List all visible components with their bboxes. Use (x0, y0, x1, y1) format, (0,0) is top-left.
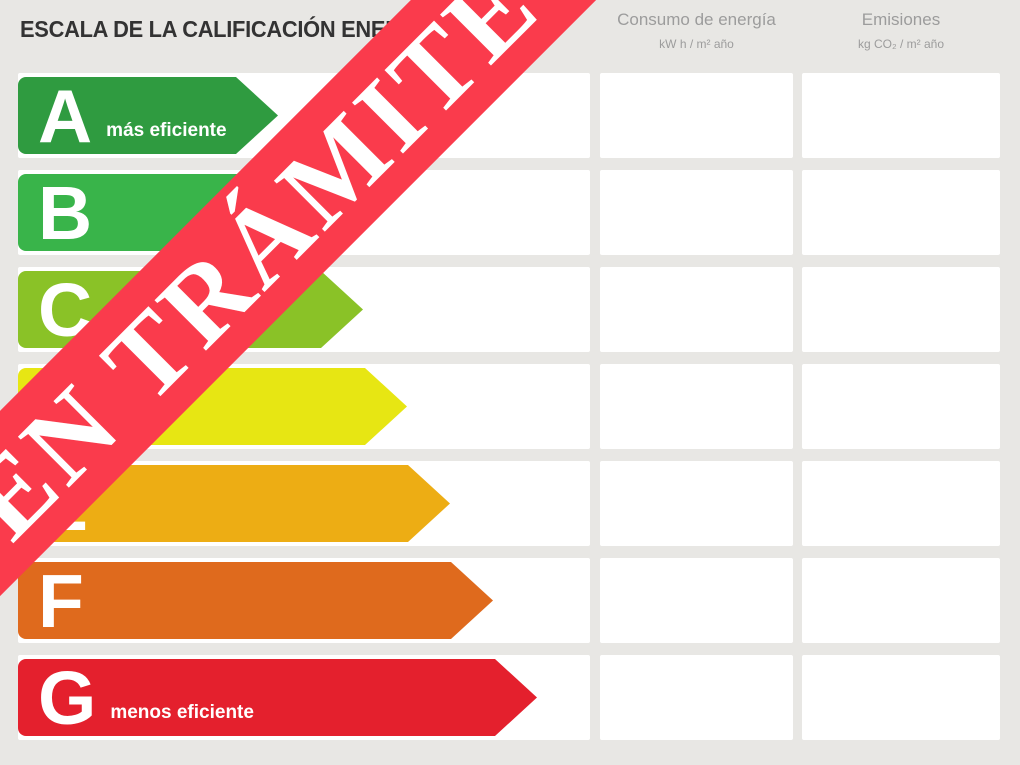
consumo-value-b (600, 170, 793, 255)
consumo-value-a (600, 73, 793, 158)
consumo-column-header: Consumo de energía kW h / m² año (600, 10, 793, 51)
consumo-header-units: kW h / m² año (659, 37, 734, 51)
rating-letter-b: B (38, 171, 93, 255)
consumo-value-f (600, 558, 793, 643)
scale-cell-g: G menos eficiente (18, 655, 590, 740)
emisiones-value-e (802, 461, 1000, 546)
emisiones-value-g (802, 655, 1000, 740)
rating-arrow-f: F (18, 562, 493, 639)
rating-label-g: menos eficiente (110, 702, 254, 723)
emisiones-value-b (802, 170, 1000, 255)
consumo-value-d (600, 364, 793, 449)
emisiones-header-units: kg CO₂ / m² año (857, 37, 944, 51)
emisiones-value-c (802, 267, 1000, 352)
emisiones-value-a (802, 73, 1000, 158)
rating-arrow-g: G menos eficiente (18, 659, 537, 736)
rating-arrow-a: A más eficiente (18, 77, 278, 154)
emisiones-value-d (802, 364, 1000, 449)
rating-row-g: G menos eficiente (18, 655, 1020, 740)
emisiones-column-header: Emisiones kg CO₂ / m² año (802, 10, 1000, 51)
rating-letter-f: F (38, 559, 84, 643)
emisiones-header-title: Emisiones (861, 10, 941, 29)
emisiones-value-f (802, 558, 1000, 643)
consumo-value-g (600, 655, 793, 740)
scale-cell-f: F (18, 558, 590, 643)
consumo-value-e (600, 461, 793, 546)
consumo-value-c (600, 267, 793, 352)
rating-letter-g: G (38, 656, 97, 740)
rating-label-a: más eficiente (106, 120, 227, 141)
rating-row-a: A más eficiente (18, 73, 1020, 158)
consumo-header-title: Consumo de energía (617, 10, 776, 29)
rating-letter-a: A (38, 74, 93, 158)
rating-row-f: F (18, 558, 1020, 643)
rating-row-e: E (18, 461, 1020, 546)
